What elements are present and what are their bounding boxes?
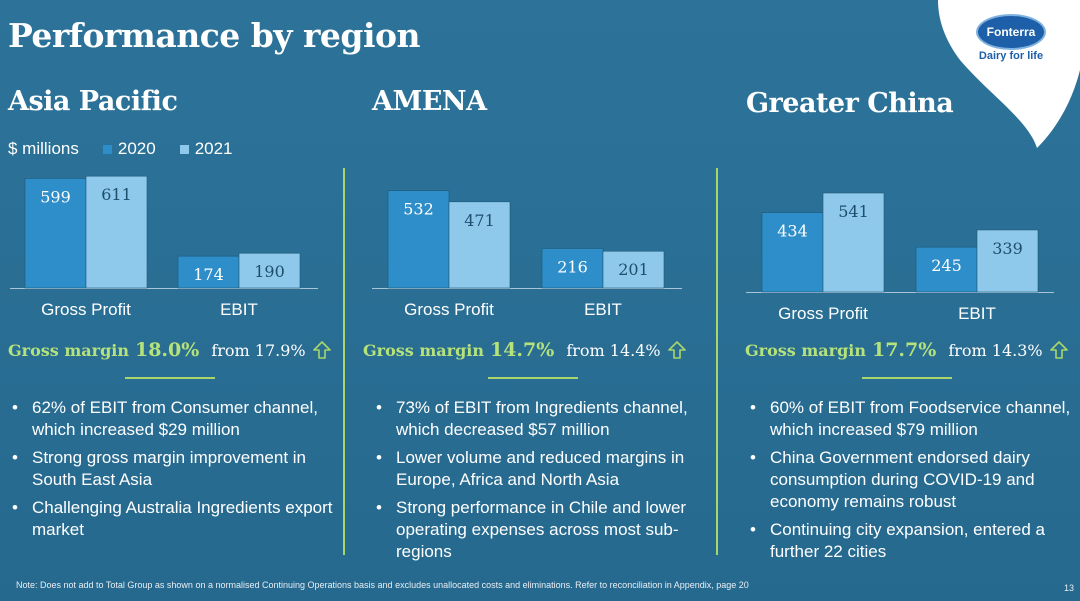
gross-margin-row: Gross margin 14.7% from 14.4% (363, 339, 687, 361)
page-title: Performance by region (8, 16, 421, 55)
gross-margin-value: 18.0% (134, 339, 200, 361)
gross-margin-label: Gross margin (745, 340, 866, 360)
gross-margin-label: Gross margin (8, 340, 129, 360)
asia-pacific-bar-2021 (85, 175, 148, 289)
amena-data-label: 216 (557, 257, 588, 276)
footnote: Note: Does not add to Total Group as sho… (16, 580, 749, 590)
amena-bar-2021 (448, 201, 511, 289)
asia-pacific-data-label: 611 (101, 185, 132, 204)
asia-pacific-category-label: EBIT (220, 300, 258, 319)
greater-china-bar-2020 (761, 212, 824, 293)
list-item: 62% of EBIT from Consumer channel, which… (8, 397, 338, 441)
asia-pacific-bullet-list: 62% of EBIT from Consumer channel, which… (8, 397, 338, 547)
list-item: Continuing city expansion, entered a fur… (746, 519, 1076, 563)
legend-label-2020: 2020 (117, 139, 156, 158)
chart-legend: $ millions 2020 2021 (8, 139, 233, 159)
list-item: China Government endorsed dairy consumpt… (746, 447, 1076, 513)
list-item: Strong performance in Chile and lower op… (372, 497, 707, 563)
amena-data-label: 471 (464, 211, 495, 230)
separator-line (488, 377, 578, 379)
page-number: 13 (1064, 583, 1075, 593)
region-title-greater-china: Greater China (746, 88, 954, 119)
list-item: Strong gross margin improvement in South… (8, 447, 338, 491)
legend-unit: $ millions (8, 139, 79, 158)
legend-swatch-2020 (102, 144, 112, 154)
gross-margin-row: Gross margin 17.7% from 14.3% (745, 339, 1069, 361)
asia-pacific-bar-2020 (24, 178, 87, 289)
column-divider (343, 168, 345, 555)
legend-label-2021: 2021 (194, 139, 233, 158)
gross-margin-label: Gross margin (363, 340, 484, 360)
logo-tagline: Dairy for life (978, 50, 1044, 62)
greater-china-bullet-list: 60% of EBIT from Foodservice channel, wh… (746, 397, 1076, 569)
amena-category-label: EBIT (584, 300, 622, 319)
amena-data-label: 201 (618, 260, 649, 279)
list-item: Lower volume and reduced margins in Euro… (372, 447, 707, 491)
amena-bar-2020 (541, 248, 604, 289)
separator-line (125, 377, 215, 379)
greater-china-data-label: 541 (838, 202, 869, 221)
greater-china-bar-2021 (822, 192, 885, 293)
region-title-asia-pacific: Asia Pacific (8, 86, 178, 117)
list-item: 60% of EBIT from Foodservice channel, wh… (746, 397, 1076, 441)
legend-swatch-2021 (179, 144, 189, 154)
gross-margin-previous: from 14.3% (948, 340, 1043, 360)
greater-china-category-label: EBIT (958, 304, 996, 323)
asia-pacific-data-label: 174 (193, 265, 224, 284)
region-title-amena: AMENA (372, 86, 487, 117)
greater-china-category-label: Gross Profit (778, 304, 868, 323)
gross-margin-value: 14.7% (489, 339, 555, 361)
gross-margin-row: Gross margin 18.0% from 17.9% (8, 339, 332, 361)
fonterra-logo: Fonterra (976, 14, 1046, 50)
asia-pacific-bar-2021 (238, 252, 301, 289)
greater-china-bar-2021 (976, 229, 1039, 293)
greater-china-data-label: 245 (931, 256, 962, 275)
gross-margin-value: 17.7% (871, 339, 937, 361)
amena-bullet-list: 73% of EBIT from Ingredients channel, wh… (372, 397, 707, 569)
up-arrow-icon (312, 341, 331, 359)
up-arrow-icon (1049, 341, 1068, 359)
greater-china-data-label: 434 (777, 222, 808, 241)
asia-pacific-data-label: 190 (254, 262, 285, 281)
greater-china-bar-2020 (915, 246, 978, 293)
asia-pacific-bar-2020 (177, 255, 240, 289)
list-item: Challenging Australia Ingredients export… (8, 497, 338, 541)
amena-bar-2021 (602, 250, 665, 289)
amena-data-label: 532 (403, 200, 434, 219)
up-arrow-icon (667, 341, 686, 359)
amena-category-label: Gross Profit (404, 300, 494, 319)
greater-china-data-label: 339 (992, 239, 1023, 258)
asia-pacific-category-label: Gross Profit (41, 300, 131, 319)
column-divider (716, 168, 718, 555)
gross-margin-previous: from 17.9% (211, 340, 306, 360)
asia-pacific-data-label: 599 (40, 187, 71, 206)
gross-margin-previous: from 14.4% (566, 340, 661, 360)
separator-line (862, 377, 952, 379)
list-item: 73% of EBIT from Ingredients channel, wh… (372, 397, 707, 441)
